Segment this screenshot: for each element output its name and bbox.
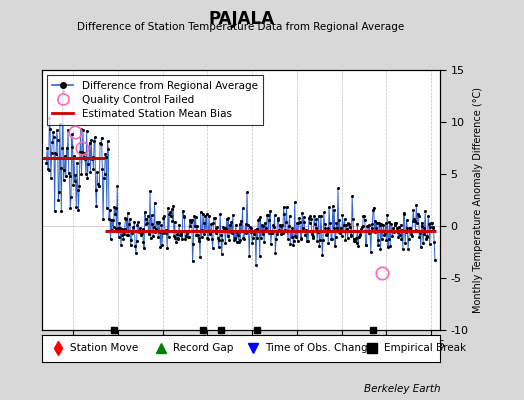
Text: Berkeley Earth: Berkeley Earth bbox=[364, 384, 440, 394]
Y-axis label: Monthly Temperature Anomaly Difference (°C): Monthly Temperature Anomaly Difference (… bbox=[473, 87, 483, 313]
Text: Record Gap: Record Gap bbox=[173, 343, 234, 353]
Text: Time of Obs. Change: Time of Obs. Change bbox=[265, 343, 374, 353]
Text: PAJALA: PAJALA bbox=[208, 10, 274, 28]
Text: Station Move: Station Move bbox=[70, 343, 138, 353]
Text: Empirical Break: Empirical Break bbox=[385, 343, 466, 353]
Legend: Difference from Regional Average, Quality Control Failed, Estimated Station Mean: Difference from Regional Average, Qualit… bbox=[47, 75, 263, 125]
Text: Difference of Station Temperature Data from Regional Average: Difference of Station Temperature Data f… bbox=[78, 22, 405, 32]
